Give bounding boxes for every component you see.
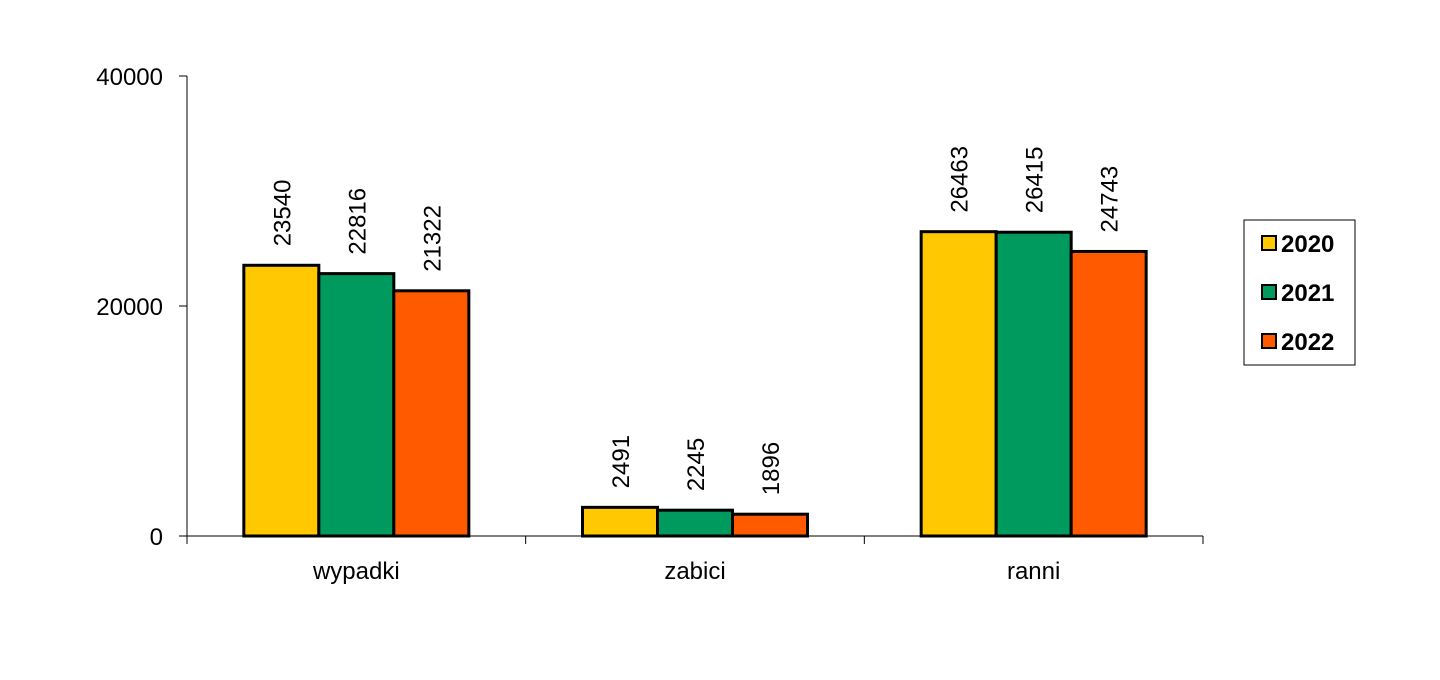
bar-2022-ranni — [1069, 249, 1148, 538]
bar-2021-wypadki — [317, 272, 396, 538]
bar-2022-zabici — [731, 512, 809, 538]
legend-label: 2022 — [1281, 329, 1334, 356]
x-category-label: ranni — [1007, 558, 1060, 585]
y-tick-label: 0 — [150, 524, 163, 551]
legend-label: 2021 — [1281, 280, 1334, 307]
x-category-label: zabici — [664, 558, 725, 585]
bar-2022-wypadki — [392, 289, 471, 538]
legend-swatch — [1261, 333, 1277, 349]
data-label: 1896 — [758, 442, 785, 495]
legend: 2020 2021 2022 — [1243, 219, 1356, 366]
data-label: 2245 — [683, 438, 710, 491]
data-label: 22816 — [344, 188, 371, 255]
data-label: 26463 — [947, 146, 974, 213]
data-labels: 23540 22816 21322 2491 2245 1896 26463 26415 247… — [269, 146, 1123, 495]
data-label: 23540 — [269, 180, 296, 247]
data-label: 24743 — [1097, 166, 1124, 233]
x-category-label: wypadki — [312, 558, 400, 585]
bar-2020-wypadki — [242, 263, 321, 538]
bar-2021-ranni — [994, 230, 1073, 538]
bar-2020-ranni — [919, 230, 998, 538]
bar-2021-zabici — [656, 508, 734, 538]
y-tick-label: 40000 — [96, 64, 163, 91]
legend-swatch — [1261, 235, 1277, 251]
data-label: 26415 — [1022, 146, 1049, 213]
y-tick-label: 20000 — [96, 294, 163, 321]
legend-label: 2020 — [1281, 231, 1334, 258]
bars — [242, 230, 1148, 538]
data-label: 2491 — [608, 435, 635, 488]
bar-2020-zabici — [581, 505, 659, 538]
data-label: 21322 — [419, 205, 446, 272]
legend-swatch — [1261, 284, 1277, 300]
